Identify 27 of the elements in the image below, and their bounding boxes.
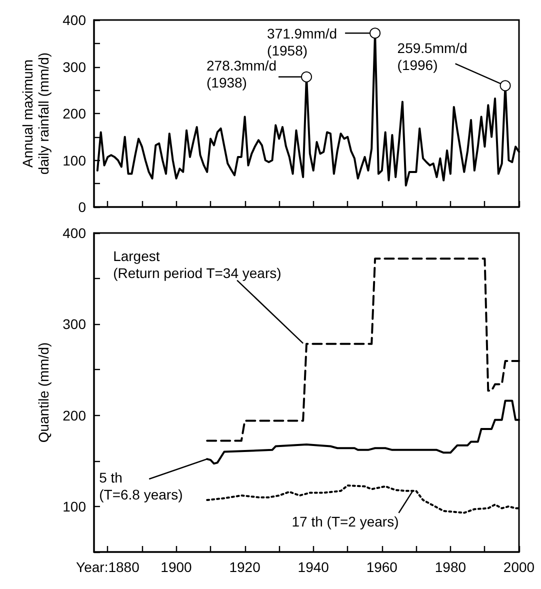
point	[301, 71, 312, 82]
x-tick-label: 1900	[160, 559, 192, 575]
x-tick-label: 1940	[298, 559, 330, 575]
x-tick-label: 1920	[229, 559, 261, 575]
annotation: 17 th (T=2 years)	[292, 513, 399, 530]
y-tick-label: 0	[78, 199, 86, 215]
y-tick-label: 400	[62, 225, 86, 241]
annotation: 259.5mm/d (1996)	[397, 40, 468, 74]
annotation: 5 th (T=6.8 years)	[99, 470, 183, 503]
x-tick-label: 2000	[503, 559, 535, 575]
x-tick-label: 1960	[366, 559, 398, 575]
point	[370, 28, 381, 39]
annotation: Largest (Return period T=34 years)	[113, 248, 282, 281]
y-tick-label: 100	[62, 152, 86, 168]
y-axis-title: Annual maximum daily rainfall (mm/d)	[20, 52, 52, 175]
x-tick-label: 1980	[434, 559, 466, 575]
y-tick-label: 200	[62, 407, 86, 424]
point	[500, 80, 511, 92]
y-tick-label: 300	[62, 316, 86, 332]
y-axis-title: Quantile (mm/d)	[36, 342, 52, 443]
y-tick-label: 400	[62, 12, 86, 28]
x-tick-label: Year:1880	[76, 559, 140, 575]
annotation: 278.3mm/d (1938)	[206, 57, 277, 90]
annotation: 371.9mm/d (1958)	[267, 26, 338, 59]
y-tick-label: 100	[62, 498, 86, 514]
y-tick-label: 200	[62, 106, 86, 122]
y-tick-label: 300	[62, 58, 86, 75]
